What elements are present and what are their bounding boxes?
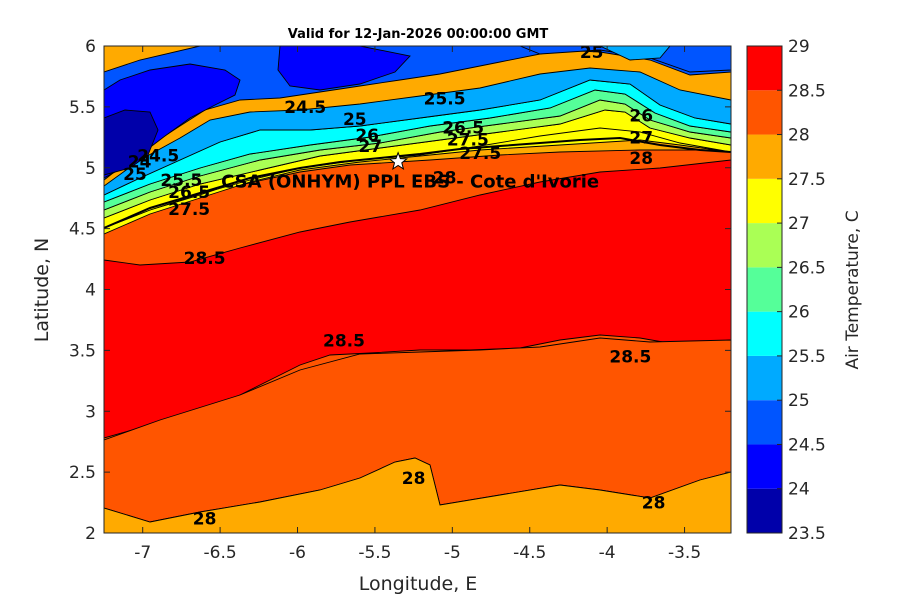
y-axis-label: Latitude, N	[31, 238, 53, 343]
y-tick-label: 5.5	[69, 98, 96, 118]
band-27.5-28-bottom	[104, 457, 731, 533]
x-axis: -7 -6.5 -6 -5.5 -5 -4.5 -4 -3.5	[134, 46, 701, 563]
contour-label: 25	[580, 43, 604, 63]
x-tick-label: -7	[134, 543, 151, 563]
contour-label: 28	[433, 168, 457, 188]
y-tick-label: 5	[85, 159, 96, 179]
colorbar-segment	[747, 400, 782, 445]
contour-label: 27.5	[168, 200, 210, 220]
y-tick-label: 3	[85, 402, 96, 422]
colorbar-segment	[747, 311, 782, 356]
contour-label: 24	[128, 153, 152, 173]
x-tick-label: -4.5	[513, 543, 546, 563]
contour-fill-layer	[104, 46, 731, 533]
colorbar-segment	[747, 134, 782, 179]
colorbar-label: Air Temperature, C	[843, 210, 863, 369]
colorbar-segment	[747, 488, 782, 533]
contour-label: 24.5	[284, 98, 326, 118]
y-tick-label: 3.5	[69, 341, 96, 361]
x-tick-label: -6.5	[204, 543, 237, 563]
contour-label: 28.5	[184, 249, 226, 269]
colorbar-segment	[747, 46, 782, 91]
contour-label: 28.5	[609, 347, 651, 367]
band-25-topright	[599, 46, 671, 61]
contour-label: 27.5	[447, 131, 489, 151]
x-tick-label: -5.5	[358, 543, 391, 563]
y-tick-label: 6	[85, 37, 96, 57]
colorbar-frame	[746, 45, 783, 534]
x-axis-label: Longitude, E	[359, 573, 478, 595]
x-tick-label: -5	[444, 543, 461, 563]
colorbar-tick-label: 27.5	[788, 170, 826, 190]
contour-label: 28	[193, 509, 217, 529]
colorbar-tick-label: 24.5	[788, 435, 826, 455]
contour-label: 28	[402, 469, 426, 489]
y-axis: 2 2.5 3 3.5 4 4.5 5 5.5 6	[69, 37, 731, 544]
colorbar-tick-label: 27	[788, 214, 810, 234]
contour-label: 27.5	[459, 144, 501, 164]
colorbar-segment	[747, 267, 782, 312]
contour-label: 25.5	[424, 89, 466, 109]
contour-label: 25	[123, 165, 147, 185]
coastline	[104, 136, 731, 229]
colorbar-tick-label: 24	[788, 480, 810, 500]
contour-label: 25	[343, 110, 367, 130]
x-tick-label: -4	[599, 543, 616, 563]
colorbar-tick-label: 25.5	[788, 347, 826, 367]
colorbar-tick-label: 28	[788, 126, 810, 146]
contour-label: 25.5	[160, 171, 202, 191]
band-24.5-25	[104, 46, 731, 181]
colorbar-tick-label: 26	[788, 303, 810, 323]
site-marker-group: CSA (ONHYM) PPL EBS - Cote d'Ivorie	[221, 151, 599, 193]
y-tick-label: 2	[85, 524, 96, 544]
chart-title: Valid for 12-Jan-2026 00:00:00 GMT	[288, 27, 549, 42]
contour-label: 26	[629, 106, 653, 126]
band-24-24.5-top	[277, 46, 411, 91]
contour-label: 26.5	[168, 183, 210, 203]
contour-label: 28.5	[323, 332, 365, 352]
contour-label: 27	[629, 128, 653, 148]
contour-label: 24.5	[137, 147, 179, 167]
x-tick-label: -6	[289, 543, 306, 563]
y-tick-label: 2.5	[69, 463, 96, 483]
contour-label: 28	[629, 149, 653, 169]
colorbar-tick-label: 23.5	[788, 524, 826, 544]
band-25-25.5	[104, 67, 731, 196]
contour-label: 28	[642, 494, 666, 514]
x-tick-label: -3.5	[668, 543, 701, 563]
colorbar-segment	[747, 444, 782, 489]
contour-label: 26	[355, 126, 379, 146]
band-24.5-topright	[519, 46, 731, 73]
contour-label: 26.5	[442, 119, 484, 139]
colorbar-segment	[747, 178, 782, 224]
colorbar-tick-label: 28.5	[788, 81, 826, 101]
colorbar: 23.5 24 24.5 25 25.5 26 26.5 27 27.5 28 28.5 29	[746, 37, 826, 544]
y-tick-label: 4	[85, 281, 96, 301]
site-star-marker	[388, 151, 409, 171]
band-28.5-29	[104, 159, 731, 439]
colorbar-segment	[747, 355, 782, 401]
contour-label: 27	[358, 137, 382, 157]
site-label: CSA (ONHYM) PPL EBS - Cote d'Ivorie	[221, 172, 599, 193]
y-tick-label: 4.5	[69, 220, 96, 240]
colorbar-segment	[747, 223, 782, 268]
colorbar-tick-label: 25	[788, 391, 810, 411]
colorbar-tick-label: 26.5	[788, 258, 826, 278]
colorbar-tick-label: 29	[788, 37, 810, 57]
colorbar-segment	[747, 90, 782, 135]
band-23.5-24	[104, 109, 159, 176]
